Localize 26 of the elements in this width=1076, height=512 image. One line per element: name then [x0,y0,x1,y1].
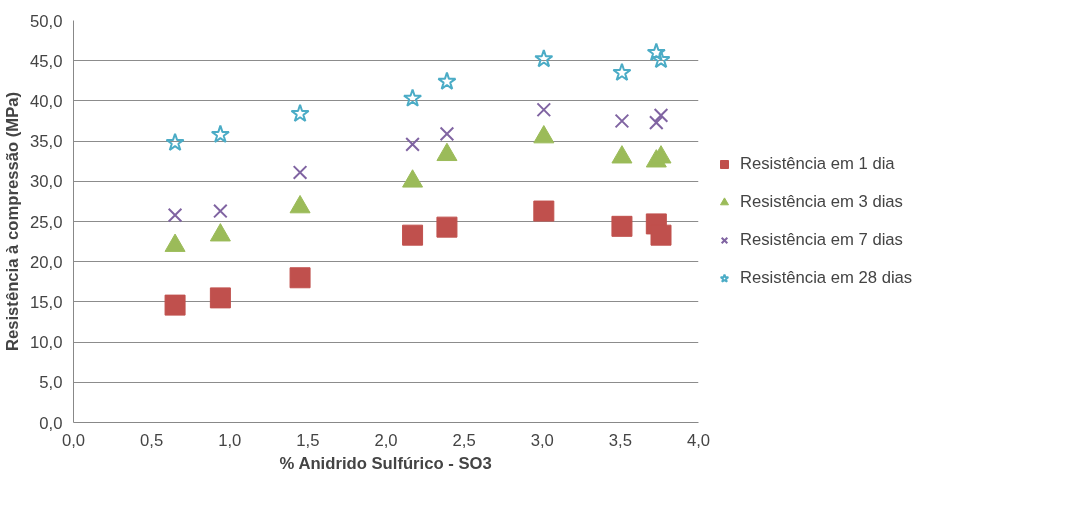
legend-label: Resistência em 3 dias [740,192,903,212]
x-tick-label: 0,5 [140,430,164,450]
legend-label: Resistência em 1 dia [740,154,895,174]
x-tick-label: 1,0 [218,430,242,450]
x-tick-label: 3,0 [530,430,554,450]
y-tick-label: 0,0 [39,413,63,433]
y-axis-title: Resistência à compressão (MPa) [3,91,23,352]
x-tick-label: 2,5 [452,430,476,450]
y-tick-label: 15,0 [30,292,63,312]
y-tick-label: 5,0 [39,373,63,393]
x-tick-label: 0,0 [61,430,86,450]
y-tick-label: 35,0 [30,132,63,152]
y-tick-label: 10,0 [30,333,63,353]
x-tick-label: 1,5 [296,430,320,450]
y-tick-label: 40,0 [30,91,63,111]
y-tick-label: 30,0 [30,172,63,192]
legend-label: Resistência em 28 dias [740,268,913,288]
y-tick-label: 45,0 [30,51,63,71]
y-tick-label: 50,0 [30,11,63,31]
legend-label: Resistência em 7 dias [740,230,903,250]
x-tick-label: 2,0 [374,430,398,450]
x-axis-title: % Anidrido Sulfúrico - SO3 [279,453,492,473]
x-tick-label: 4,0 [686,430,711,450]
x-tick-label: 3,5 [608,430,632,450]
y-tick-label: 25,0 [30,212,63,232]
y-tick-label: 20,0 [30,252,63,272]
